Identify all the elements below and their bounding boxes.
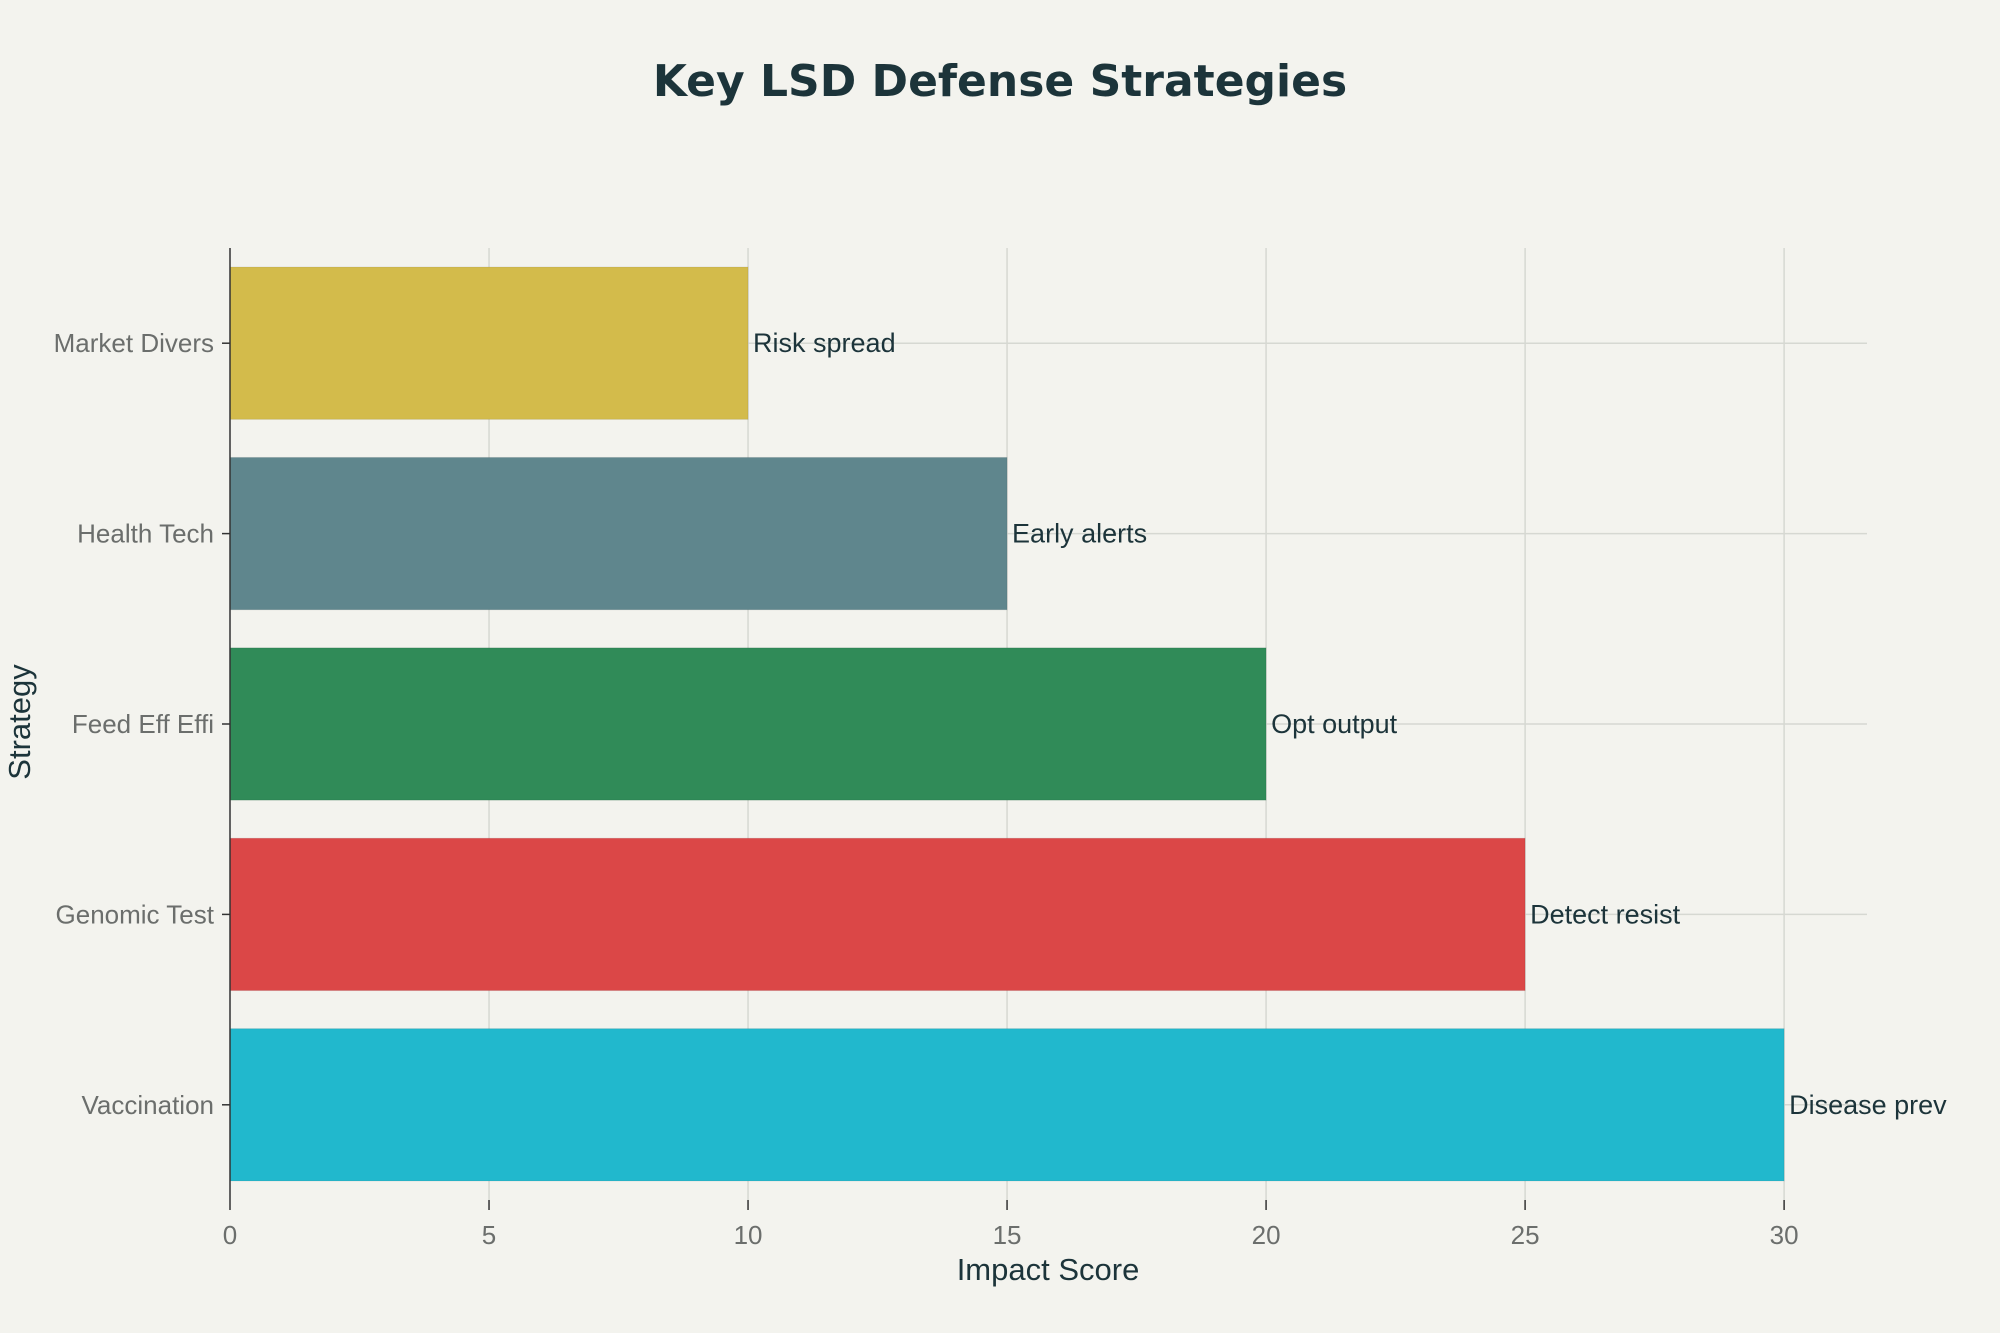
data-labels: Risk spread Early alerts Opt output Detect … [753,328,1947,1120]
x-tick-label: 10 [734,1220,763,1250]
bars [229,266,1785,1182]
bar-data-label: Risk spread [753,328,896,358]
y-axis-category-labels: Market Divers Health Tech Feed Eff Effi Gen… [54,328,230,1120]
category-label: Market Divers [54,328,214,358]
bar-data-label: Opt output [1271,709,1398,739]
x-tick-label: 15 [993,1220,1022,1250]
chart-title: Key LSD Defense Strategies [653,56,1347,107]
category-label: Feed Eff Effi [72,709,214,739]
bar [229,266,749,420]
y-axis-title: Strategy [2,664,37,780]
bar-data-label: Early alerts [1012,519,1147,549]
x-axis-title: Impact Score [957,1252,1140,1287]
x-tick-label: 25 [1511,1220,1540,1250]
bar [229,837,1526,992]
x-tick-label: 0 [223,1220,237,1250]
category-label: Vaccination [82,1090,215,1120]
bar [229,647,1267,801]
bar-data-label: Detect resist [1530,899,1681,929]
bar [229,456,1008,611]
x-tick-label: 30 [1770,1220,1799,1250]
bar [229,1028,1785,1182]
x-tick-label: 20 [1252,1220,1281,1250]
bar-data-label: Disease prev [1789,1090,1947,1120]
x-tick-label: 5 [482,1220,496,1250]
x-axis-tick-labels: 0 5 10 15 20 25 30 [223,1200,1799,1250]
category-label: Health Tech [77,519,214,549]
category-label: Genomic Test [56,899,215,929]
